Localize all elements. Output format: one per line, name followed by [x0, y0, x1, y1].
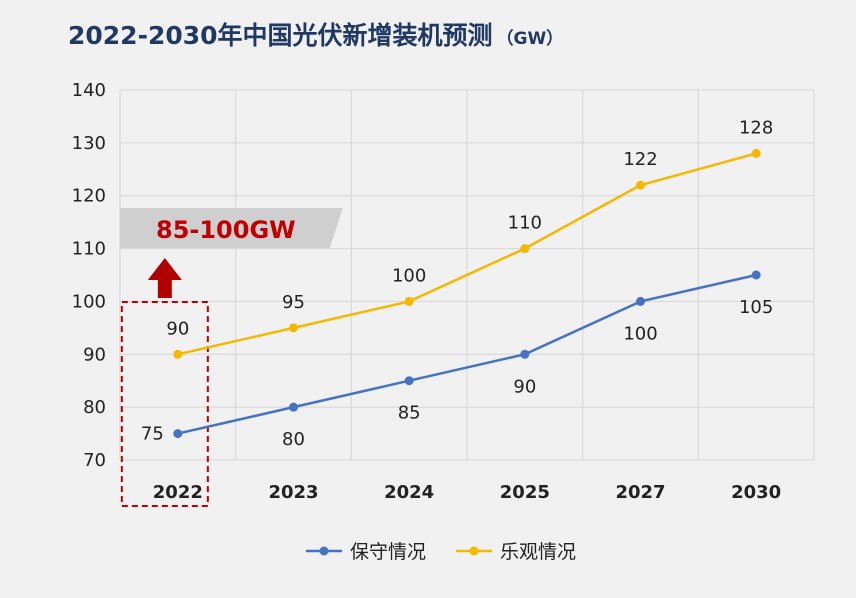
data-point — [173, 429, 183, 439]
data-label: 85 — [398, 403, 421, 424]
data-point — [636, 296, 645, 306]
data-label: 128 — [739, 117, 773, 138]
series-group — [173, 148, 761, 439]
legend-item-2: 乐观情况 — [456, 541, 576, 563]
y-tick-label: 110 — [72, 239, 106, 260]
y-tick-label: 140 — [72, 80, 106, 101]
legend-label: 保守情况 — [350, 541, 426, 563]
y-axis-ticks: 70 80 90 100 110 120 130 140 — [72, 80, 106, 471]
chart-title-main: 2022-2030年中国光伏新增装机预测 — [68, 21, 493, 50]
y-tick-label: 120 — [72, 186, 106, 207]
annotation-banner — [119, 208, 343, 248]
data-label: 105 — [739, 297, 773, 318]
x-axis-ticks: 2022 2023 2024 2025 2027 2030 — [153, 482, 781, 503]
data-label: 100 — [623, 323, 657, 344]
x-tick-label: 2022 — [153, 482, 203, 503]
series-line-1 — [177, 273, 757, 435]
y-tick-label: 80 — [83, 397, 106, 418]
y-tick-label: 100 — [72, 291, 106, 312]
data-label: 100 — [392, 265, 426, 286]
data-point — [404, 296, 414, 306]
data-label: 95 — [282, 292, 305, 313]
up-arrow-icon — [147, 258, 182, 298]
y-tick-label: 70 — [83, 450, 106, 471]
data-point — [751, 270, 761, 280]
x-tick-label: 2023 — [268, 482, 318, 503]
data-label: 90 — [513, 376, 536, 397]
data-point — [751, 148, 761, 158]
data-label: 80 — [282, 429, 305, 450]
data-point — [289, 402, 298, 412]
annotation-text: 85-100GW — [156, 216, 296, 244]
annotation-group: 85-100GW — [119, 208, 343, 507]
legend-label: 乐观情况 — [500, 541, 576, 563]
data-point — [173, 349, 183, 359]
y-tick-label: 130 — [72, 133, 106, 154]
data-point — [404, 376, 414, 386]
data-label: 75 — [141, 424, 164, 445]
chart-title: 2022-2030年中国光伏新增装机预测 （GW） — [68, 21, 563, 50]
legend-marker — [319, 546, 329, 556]
data-point — [520, 244, 530, 254]
chart-title-group: 2022-2030年中国光伏新增装机预测 （GW） — [68, 21, 563, 50]
data-label: 90 — [166, 318, 189, 339]
legend-marker — [469, 546, 479, 556]
data-point — [289, 323, 298, 333]
data-labels: 75 80 85 90 100 105 90 95 100 110 122 128 — [141, 117, 773, 450]
data-point — [636, 180, 645, 190]
data-label: 122 — [623, 149, 657, 170]
data-point — [520, 349, 530, 359]
chart-title-unit: （GW） — [497, 28, 564, 49]
x-tick-label: 2025 — [500, 482, 550, 503]
data-label: 110 — [508, 213, 542, 234]
y-tick-label: 90 — [83, 344, 106, 365]
series-line-2 — [177, 152, 757, 356]
x-tick-label: 2027 — [615, 482, 665, 503]
legend-item-1: 保守情况 — [306, 541, 426, 563]
grid — [119, 89, 815, 461]
x-tick-label: 2024 — [384, 482, 434, 503]
highlight-box — [120, 301, 209, 507]
legend: 保守情况 乐观情况 — [306, 541, 576, 563]
x-tick-label: 2030 — [731, 482, 781, 503]
